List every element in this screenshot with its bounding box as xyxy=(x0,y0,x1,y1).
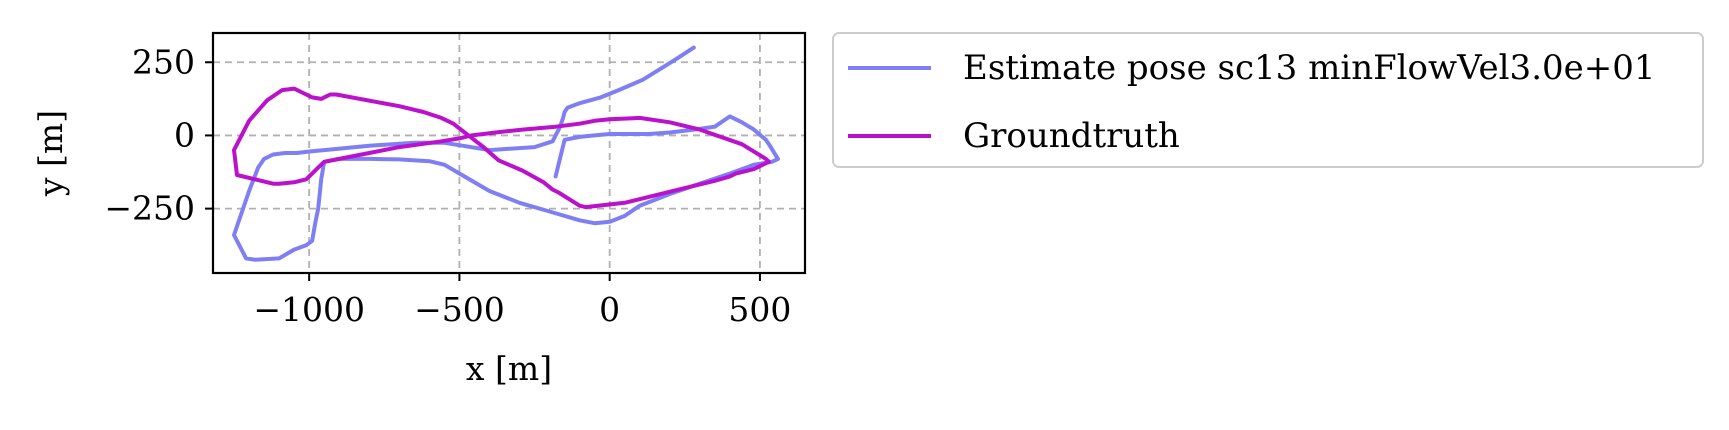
plot-frame xyxy=(211,31,807,275)
x-tick-label: −500 xyxy=(414,290,505,329)
series-line-2 xyxy=(232,86,771,210)
legend-label: Groundtruth xyxy=(963,116,1180,156)
y-tick-label: −250 xyxy=(104,189,195,228)
x-tick-label: 500 xyxy=(728,290,791,329)
legend-label: Estimate pose sc13 minFlowVel3.0e+01 xyxy=(963,48,1656,88)
series-line-1 xyxy=(232,45,780,262)
axis-ticks: −1000 −500 0 500 −250 0 250 xyxy=(104,42,791,329)
x-tick-label: 0 xyxy=(599,290,620,329)
y-tick-label: 250 xyxy=(132,42,195,81)
legend-box xyxy=(832,32,1704,168)
y-tick-label: 0 xyxy=(174,115,195,154)
x-axis-label: x [m] xyxy=(466,349,552,388)
series-lines xyxy=(232,45,780,262)
y-axis-label: y [m] xyxy=(31,110,70,197)
x-tick-label: −1000 xyxy=(253,290,365,329)
legend: Estimate pose sc13 minFlowVel3.0e+01 Grou… xyxy=(832,32,1704,168)
